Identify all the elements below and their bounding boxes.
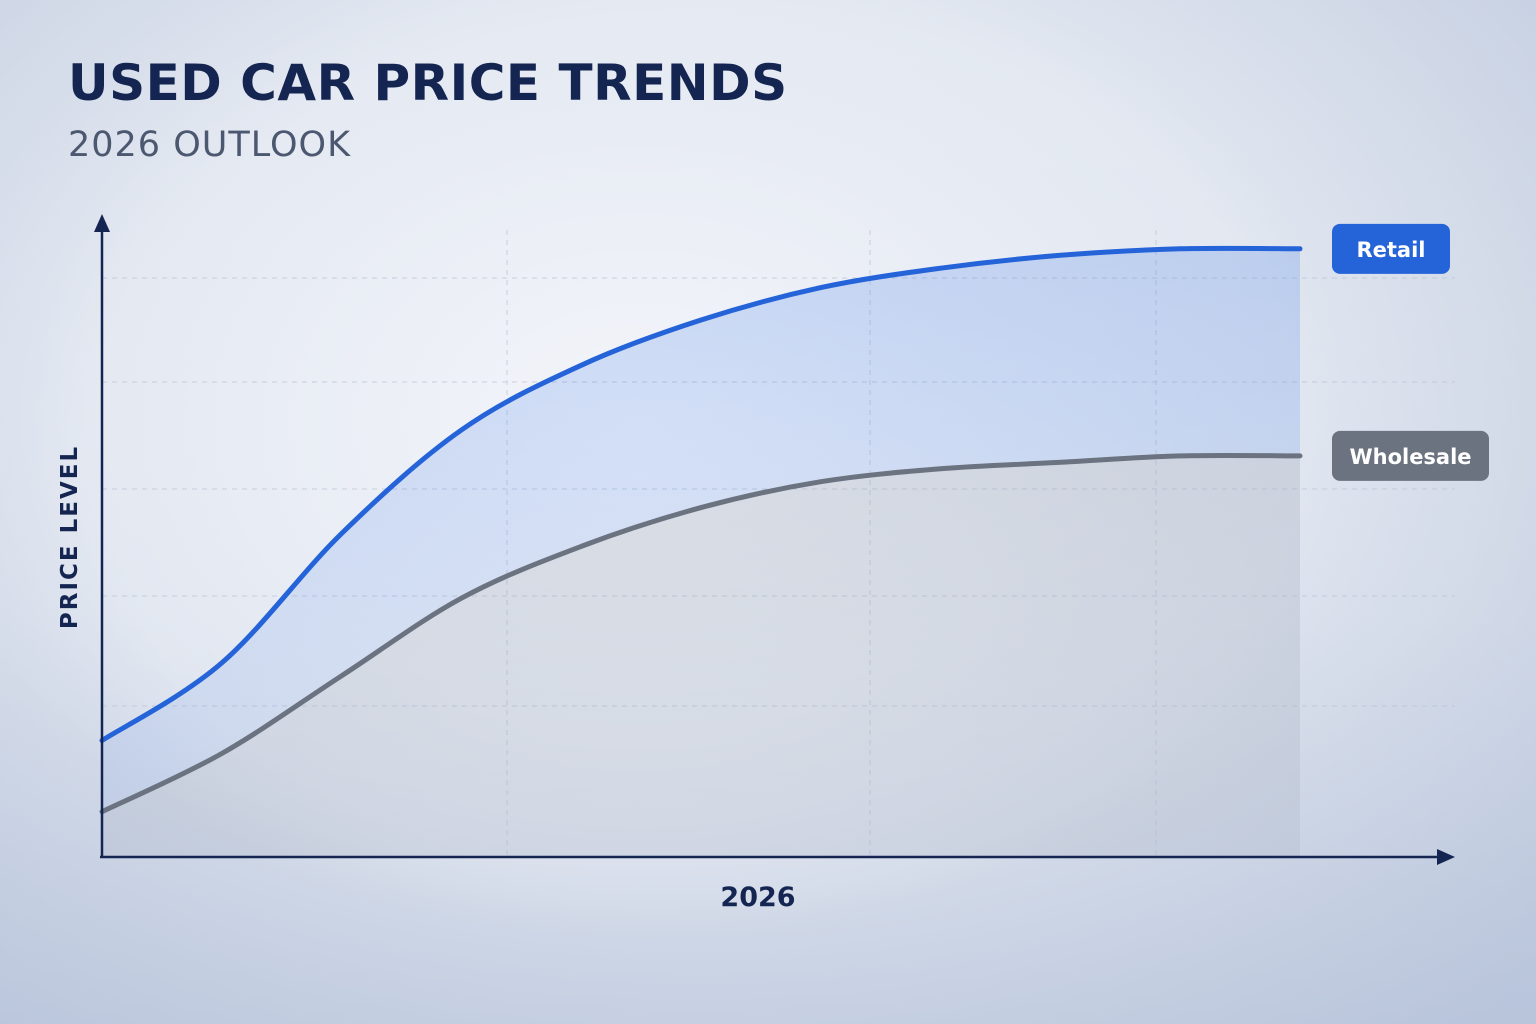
wholesale-badge-text: Wholesale: [1349, 445, 1471, 469]
retail-badge-background: [1332, 223, 1450, 274]
wholesale-label-badge: Wholesale: [1332, 430, 1489, 481]
retail-label-badge: Retail: [1332, 223, 1450, 274]
wholesale-line: [99, 452, 1303, 815]
y-axis-label: PRICE LEVEL: [57, 445, 83, 629]
chart-subtitle: 2026 OUTLOOK: [68, 125, 352, 165]
retail-badge-text: Retail: [1356, 238, 1425, 262]
y-axis-arrow: [94, 214, 110, 232]
chart-title: USED CAR PRICE TRENDS: [68, 54, 788, 112]
series-areas: [102, 248, 1300, 857]
x-axis-arrow: [1437, 849, 1455, 865]
wholesale-badge-background: [1332, 430, 1489, 481]
series-end-labels: Retail Wholesale: [1332, 223, 1489, 481]
series-lines: [99, 245, 1303, 815]
retail-area: [102, 248, 1300, 812]
axes: [94, 214, 1455, 865]
retail-line: [99, 245, 1303, 743]
x-tick-label: 2026: [720, 882, 795, 913]
wholesale-area: [102, 455, 1300, 857]
